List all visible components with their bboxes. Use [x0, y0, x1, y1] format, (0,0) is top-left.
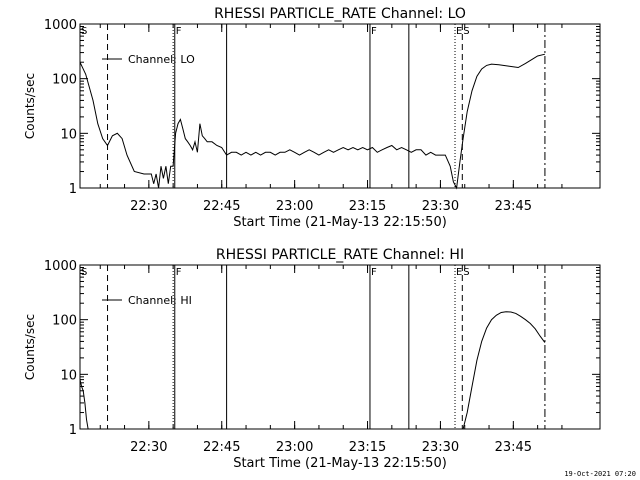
- y-tick-label: 1000: [44, 18, 77, 33]
- x-tick-label: 22:30: [130, 440, 167, 455]
- event-marker-label: F: [371, 26, 377, 37]
- event-marker-label: S: [463, 267, 469, 278]
- event-marker-label: F: [176, 267, 182, 278]
- event-marker-label: S: [81, 267, 87, 278]
- x-tick-label: 23:00: [276, 199, 313, 214]
- event-marker-label: F: [176, 26, 182, 37]
- event-marker-label: E: [456, 26, 462, 37]
- y-tick-label: 10: [60, 368, 77, 383]
- x-tick-label: 22:30: [130, 199, 167, 214]
- y-tick-label: 100: [52, 314, 77, 329]
- x-tick-label: 23:00: [276, 440, 313, 455]
- x-axis-label: Start Time (21-May-13 22:15:50): [233, 215, 447, 230]
- x-tick-label: 23:15: [349, 440, 386, 455]
- y-tick-label: 100: [52, 73, 77, 88]
- x-tick-label: 23:30: [422, 199, 459, 214]
- y-tick-label: 1000: [44, 259, 77, 274]
- legend-label: Channel: HI: [128, 294, 192, 307]
- y-tick-label: 10: [60, 127, 77, 142]
- y-axis-label: Counts/sec: [23, 73, 37, 139]
- plot-frame: [79, 264, 601, 430]
- x-tick-label: 23:15: [349, 199, 386, 214]
- y-axis-label: Counts/sec: [23, 314, 37, 380]
- event-marker-label: S: [463, 26, 469, 37]
- x-tick-label: 23:30: [422, 440, 459, 455]
- x-tick-label: 23:45: [495, 440, 532, 455]
- y-tick-label: 1: [69, 182, 77, 197]
- date-stamp: 19-Oct-2021 07:20: [564, 470, 636, 478]
- chart-title: RHESSI PARTICLE_RATE Channel: LO: [214, 6, 466, 22]
- plot-frame: [79, 23, 601, 189]
- legend-label: Channel: LO: [128, 53, 195, 66]
- x-axis-label: Start Time (21-May-13 22:15:50): [233, 456, 447, 471]
- x-tick-label: 22:45: [203, 440, 240, 455]
- event-marker-label: E: [456, 267, 462, 278]
- chart-title: RHESSI PARTICLE_RATE Channel: HI: [216, 247, 464, 263]
- series-line: [79, 311, 546, 430]
- event-marker-label: F: [371, 267, 377, 278]
- x-tick-label: 22:45: [203, 199, 240, 214]
- event-marker-label: S: [81, 26, 87, 37]
- y-tick-label: 1: [69, 423, 77, 438]
- x-tick-label: 23:45: [495, 199, 532, 214]
- series-line: [79, 53, 546, 190]
